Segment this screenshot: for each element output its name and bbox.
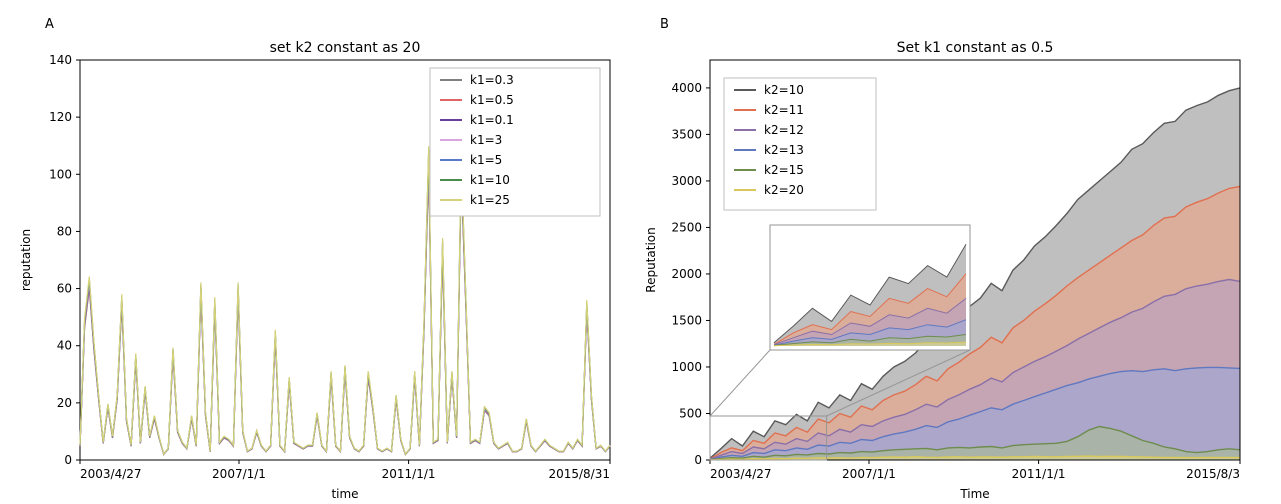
legend-label: k2=11 [764,103,804,117]
ytick-label: 80 [57,224,72,238]
xtick-label: 2007/1/1 [212,467,266,481]
ytick-label: 3000 [671,174,702,188]
ytick-label: 1500 [671,313,702,327]
ytick-label: 60 [57,282,72,296]
chart-a-legend-box [430,68,600,216]
panel-letter-a: A [45,17,54,32]
chart-a-title: set k2 constant as 20 [270,40,421,56]
ytick-label: 4000 [671,81,702,95]
chart-b-xlabel: Time [959,487,989,501]
legend-label: k2=20 [764,183,804,197]
ytick-label: 0 [64,453,72,467]
ytick-label: 20 [57,396,72,410]
chart-a-ylabel: reputation [19,229,33,291]
legend-label: k1=0.5 [470,93,514,107]
xtick-label: 2011/1/1 [382,467,436,481]
chart-figure: { "figure": { "width": 1281, "height": 5… [0,0,1281,504]
xtick-label: 2003/4/27 [80,467,142,481]
xtick-label: 2015/8/3 [1186,467,1240,481]
legend-label: k1=3 [470,133,502,147]
ytick-label: 1000 [671,360,702,374]
legend-label: k1=0.3 [470,73,514,87]
ytick-label: 100 [49,167,72,181]
ytick-label: 3500 [671,127,702,141]
ytick-label: 40 [57,339,72,353]
ytick-label: 500 [679,406,702,420]
ytick-label: 2500 [671,220,702,234]
legend-label: k1=0.1 [470,113,514,127]
ytick-label: 140 [49,53,72,67]
xtick-label: 2003/4/27 [710,467,772,481]
legend-label: k2=10 [764,83,804,97]
legend-label: k2=15 [764,163,804,177]
legend-label: k2=13 [764,143,804,157]
ytick-label: 2000 [671,267,702,281]
xtick-label: 2007/1/1 [842,467,896,481]
chart-a-xlabel: time [331,487,358,501]
ytick-label: 120 [49,110,72,124]
legend-label: k1=25 [470,193,510,207]
ytick-label: 0 [694,453,702,467]
xtick-label: 2015/8/31 [548,467,610,481]
legend-label: k1=10 [470,173,510,187]
panel-letter-b: B [660,17,669,32]
xtick-label: 2011/1/1 [1012,467,1066,481]
chart-b-ylabel: Reputation [644,227,658,292]
legend-label: k1=5 [470,153,502,167]
chart-svg: Aset k2 constant as 20 0 20 40 60 80 100 120 140… [0,0,1281,504]
chart-b-title: Set k1 constant as 0.5 [897,40,1054,56]
legend-label: k2=12 [764,123,804,137]
